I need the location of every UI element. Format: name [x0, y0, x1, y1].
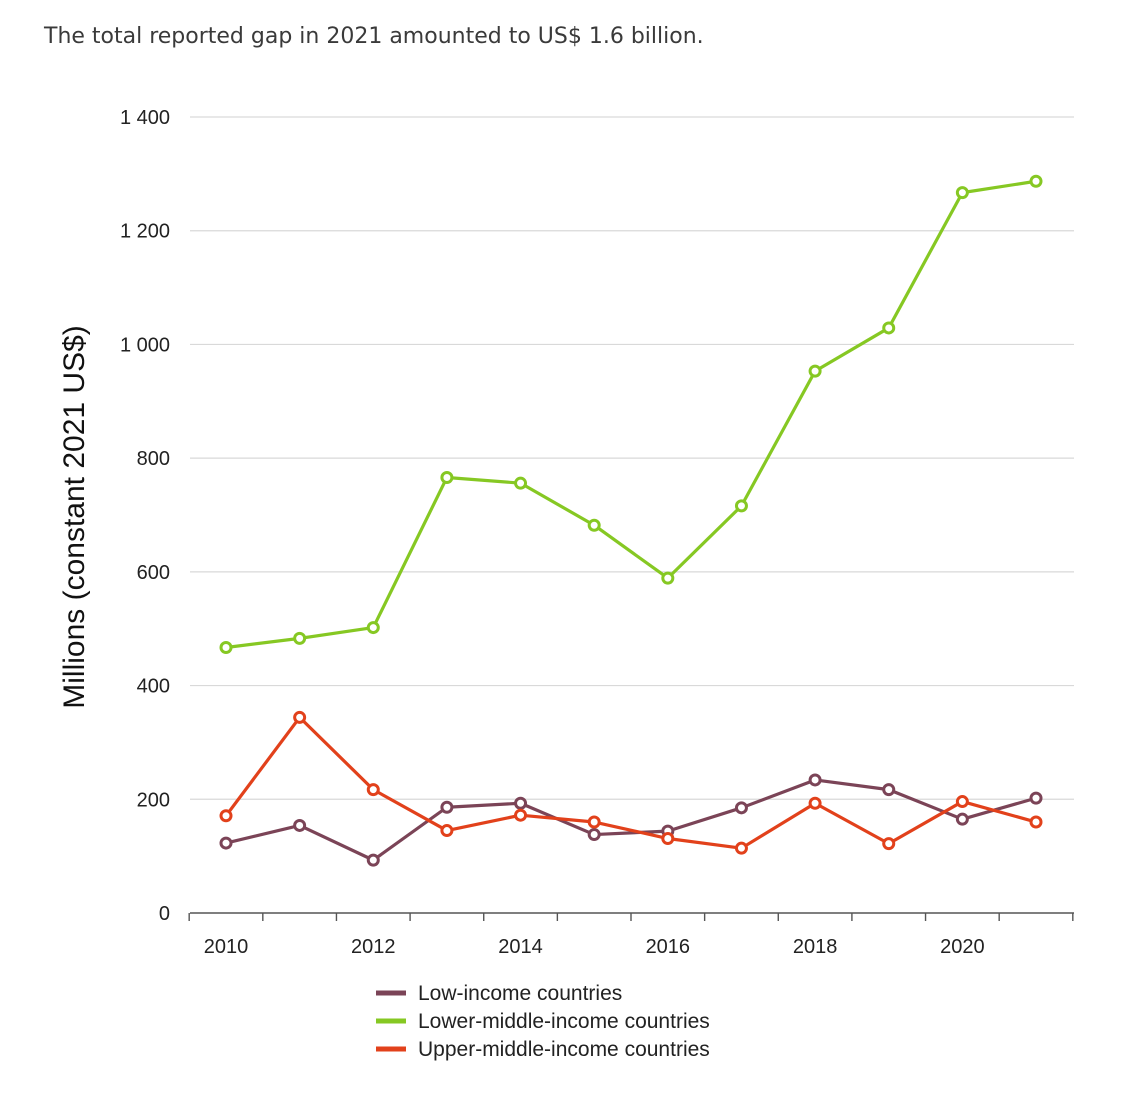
data-point	[955, 186, 969, 200]
data-point	[366, 783, 380, 797]
data-point	[514, 796, 528, 810]
data-point	[661, 832, 675, 846]
data-point	[661, 571, 675, 585]
data-point	[587, 518, 601, 532]
data-point	[219, 836, 233, 850]
data-point	[1029, 174, 1043, 188]
series-line	[225, 179, 1037, 650]
data-point	[514, 808, 528, 822]
data-point	[734, 841, 748, 855]
legend-item: Lower-middle-income countries	[376, 1010, 710, 1033]
data-point	[366, 621, 380, 635]
data-point	[1029, 791, 1043, 805]
data-point	[293, 818, 307, 832]
data-point	[366, 853, 380, 867]
legend-label: Lower-middle-income countries	[418, 1010, 710, 1033]
legend-item: Low-income countries	[376, 982, 622, 1005]
y-tick-label: 1 000	[120, 334, 170, 356]
data-point	[293, 631, 307, 645]
y-axis-title: Millions (constant 2021 US$)	[58, 325, 91, 709]
data-point	[440, 824, 454, 838]
series-lines	[219, 174, 1043, 867]
data-point	[587, 828, 601, 842]
data-point	[808, 796, 822, 810]
data-point	[955, 795, 969, 809]
legend-label: Upper-middle-income countries	[418, 1038, 710, 1061]
legend-label: Low-income countries	[418, 982, 622, 1005]
x-tick-label: 2012	[351, 936, 396, 958]
data-point	[587, 815, 601, 829]
x-tick-label: 2014	[498, 936, 543, 958]
y-tick-label: 200	[137, 789, 170, 811]
data-point	[955, 812, 969, 826]
data-point	[808, 364, 822, 378]
data-point	[440, 800, 454, 814]
x-tick-label: 2016	[646, 936, 691, 958]
y-tick-label: 600	[137, 562, 170, 584]
x-tick-label: 2020	[940, 936, 985, 958]
series-line	[225, 778, 1037, 862]
data-point	[734, 801, 748, 815]
y-tick-label: 1 400	[120, 107, 170, 129]
data-point	[293, 710, 307, 724]
y-tick-label: 1 200	[120, 221, 170, 243]
data-point	[514, 476, 528, 490]
data-point	[882, 321, 896, 335]
data-point	[219, 640, 233, 654]
series-line	[224, 715, 1037, 850]
data-point	[440, 470, 454, 484]
gridlines	[190, 116, 1074, 800]
data-point	[1029, 815, 1043, 829]
y-tick-label: 400	[137, 676, 170, 698]
y-axis-ticks: 0 200 400 600 800 1 000 1 200 1 400	[120, 107, 170, 925]
data-point	[882, 783, 896, 797]
data-point	[808, 773, 822, 787]
y-tick-label: 0	[159, 903, 170, 925]
series-0	[219, 773, 1043, 867]
y-tick-label: 800	[137, 448, 170, 470]
data-point	[734, 499, 748, 513]
data-point	[219, 809, 233, 823]
series-1	[219, 174, 1043, 654]
legend: Low-income countries Lower-middle-income …	[376, 982, 710, 1061]
series-2	[219, 710, 1043, 855]
x-axis: 2010 2012 2014 2016 2018 2020	[188, 912, 1074, 958]
x-tick-label: 2010	[204, 936, 249, 958]
x-tick-label: 2018	[793, 936, 838, 958]
legend-item: Upper-middle-income countries	[376, 1038, 710, 1061]
chart-subtitle: The total reported gap in 2021 amounted …	[44, 24, 704, 49]
data-point	[882, 837, 896, 851]
